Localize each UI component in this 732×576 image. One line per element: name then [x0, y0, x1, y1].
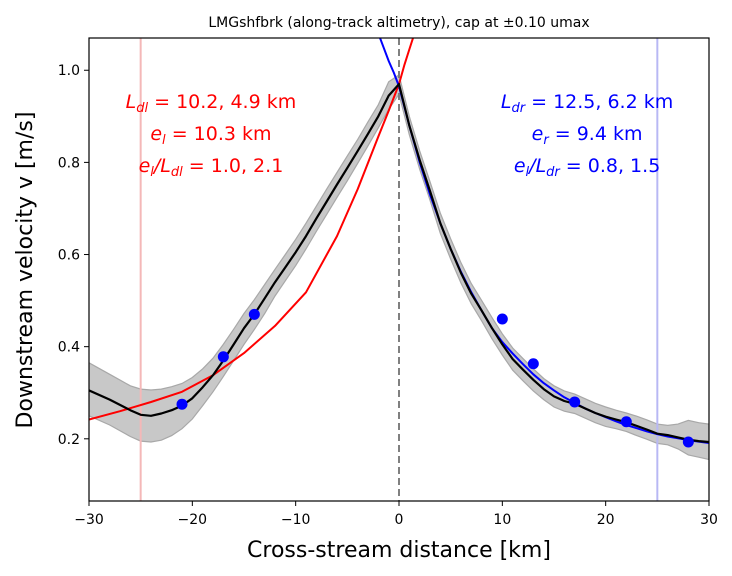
annotation-text: e	[139, 155, 151, 177]
annotation-subscript: l	[526, 165, 530, 180]
annotation-right: el/Ldr = 0.8, 1.5	[514, 155, 660, 180]
annotation-right: Ldr = 12.5, 6.2 km	[501, 91, 673, 116]
annotation-left: el = 10.3 km	[150, 123, 271, 148]
y-tick-label: 0.2	[58, 432, 80, 448]
annotation-subscript: dr	[546, 165, 561, 180]
data-point	[527, 358, 539, 370]
x-tick-label: 20	[597, 512, 615, 528]
annotation-subscript: l	[162, 133, 166, 148]
data-point	[620, 416, 632, 428]
annotation-subscript: dl	[171, 165, 183, 180]
annotation-text: L	[126, 91, 137, 113]
data-point	[176, 398, 188, 410]
annotation-left: Ldl = 10.2, 4.9 km	[126, 91, 297, 116]
annotation-text: /	[152, 155, 163, 177]
annotation-text: L	[160, 155, 171, 177]
left-fit-line	[89, 38, 415, 421]
uncertainty-band	[89, 73, 709, 461]
annotation-text: /	[527, 155, 538, 177]
x-tick-label: 30	[700, 512, 718, 528]
annotation-text: = 1.0, 2.1	[183, 155, 284, 177]
annotation-subscript: dr	[511, 101, 526, 116]
chart-title: LMGshfbrk (along-track altimetry), cap a…	[208, 15, 589, 31]
data-point	[496, 313, 508, 325]
y-tick-label: 1.0	[58, 63, 80, 79]
plot-area: −30 −20 −10 0 10 20 30 0.2 0.4 0.6 0.8 1.0 Ldl = 10.…	[58, 37, 718, 528]
annotation-text: = 9.4 km	[549, 123, 643, 145]
y-tick-label: 0.8	[58, 155, 80, 171]
annotation-text: = 0.8, 1.5	[560, 155, 661, 177]
x-tick-label: −20	[178, 512, 208, 528]
x-axis-label: Cross-stream distance [km]	[247, 538, 551, 563]
x-tick-label: 0	[395, 512, 404, 528]
annotation-subscript: dl	[136, 101, 148, 116]
annotation-text: e	[532, 123, 544, 145]
annotation-text: L	[501, 91, 512, 113]
annotation-text: = 10.3 km	[166, 123, 272, 145]
annotation-right: er = 9.4 km	[532, 123, 643, 148]
data-point	[217, 351, 229, 363]
mean-line	[89, 82, 709, 444]
data-point	[569, 396, 581, 408]
data-point	[682, 436, 694, 448]
annotation-text: e	[150, 123, 162, 145]
plot-contents	[89, 38, 709, 501]
annotation-left: el/Ldl = 1.0, 2.1	[139, 155, 284, 180]
annotation-text: = 12.5, 6.2 km	[525, 91, 673, 113]
annotation-subscript: r	[543, 133, 550, 148]
annotation-subscript: l	[150, 165, 154, 180]
data-point	[248, 308, 260, 320]
annotation-text: = 10.2, 4.9 km	[148, 91, 296, 113]
x-tick-label: 10	[493, 512, 511, 528]
y-tick-label: 0.4	[58, 340, 80, 356]
y-axis-label: Downstream velocity v [m/s]	[13, 112, 38, 429]
annotation-text: L	[536, 155, 547, 177]
x-tick-label: −30	[74, 512, 104, 528]
annotation-text: e	[514, 155, 526, 177]
y-tick-label: 0.6	[58, 248, 80, 264]
x-tick-label: −10	[281, 512, 311, 528]
